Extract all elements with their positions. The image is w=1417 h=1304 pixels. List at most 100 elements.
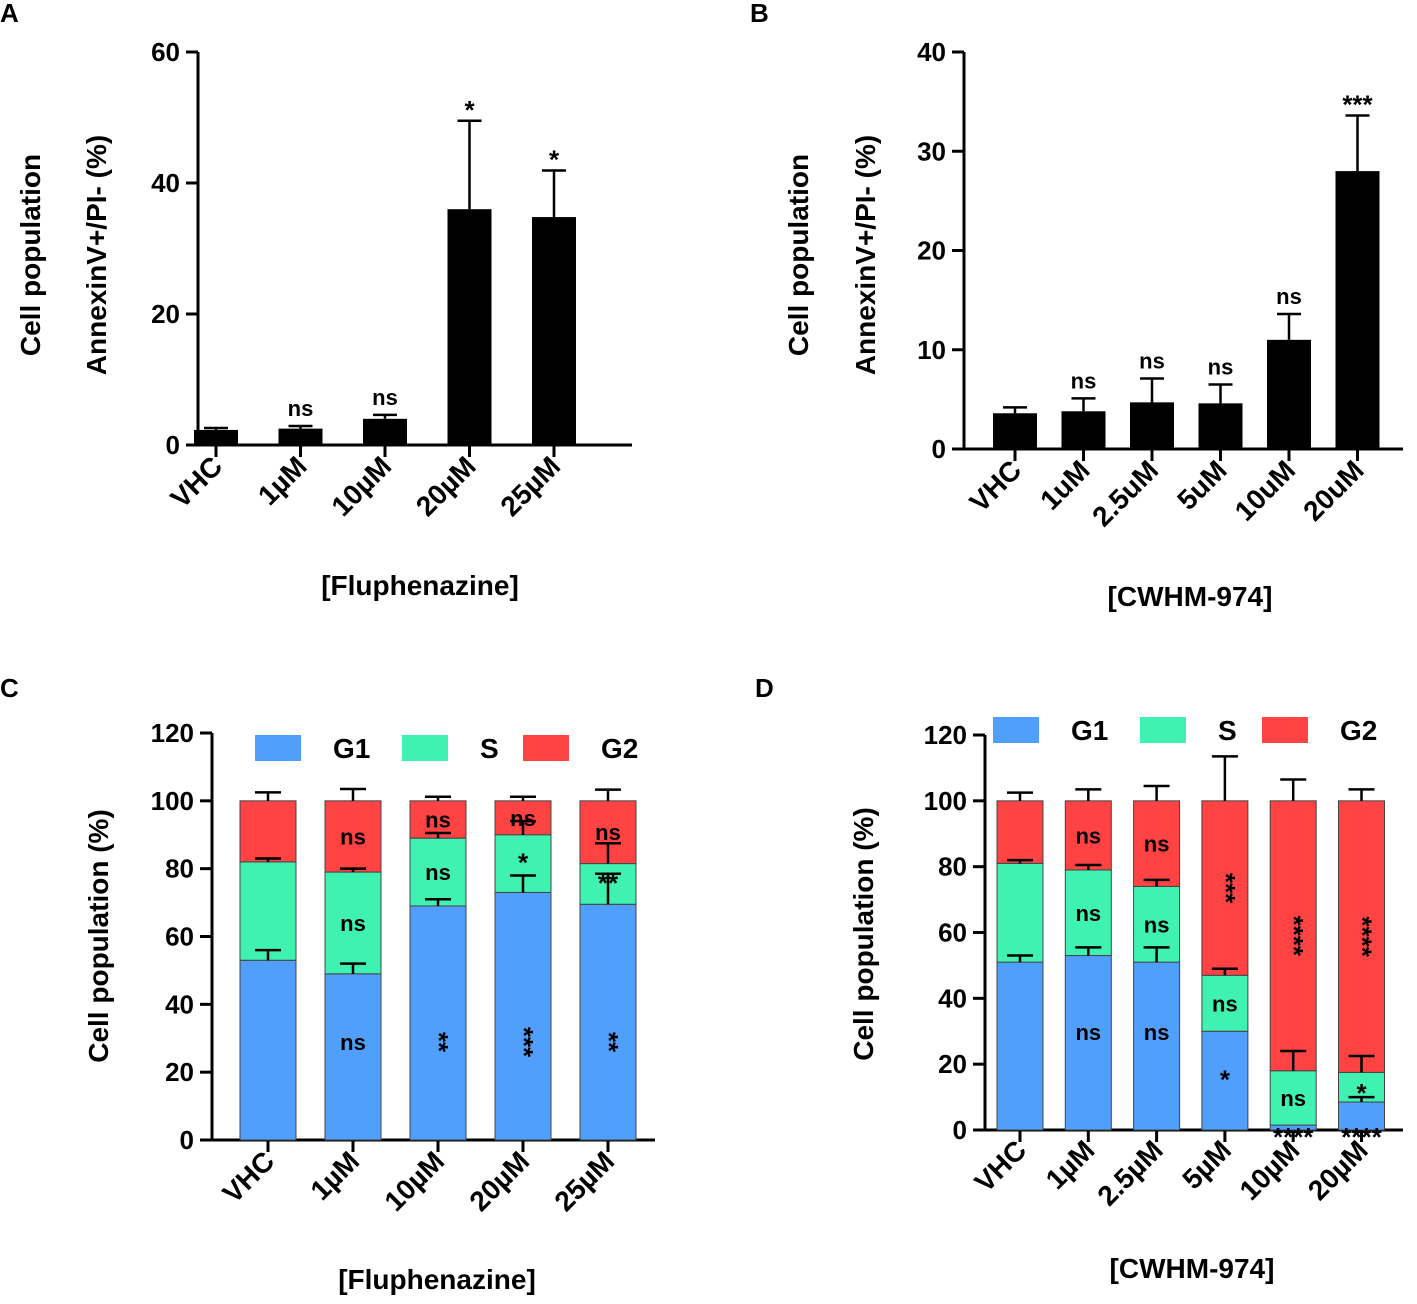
significance-label: ns: [1139, 349, 1165, 374]
significance-label: ***: [1342, 90, 1373, 120]
x-tick-label: 1µM: [304, 1145, 365, 1206]
stacked-segment: [324, 871, 382, 975]
panel-c: C 0 20 40 60 80 100 120 Cell population (%) [Flu…: [0, 673, 655, 1295]
stacked-segment: [996, 800, 1044, 864]
bar: [532, 217, 576, 445]
stacked-segment: [996, 961, 1044, 1131]
panel-label-a: A: [0, 0, 19, 28]
x-tick-label: 2.5µM: [1091, 1134, 1168, 1211]
significance-label: ns: [340, 911, 366, 936]
x-tick-label: 20µM: [463, 1145, 535, 1217]
significance-label: **: [424, 1032, 454, 1053]
legend-label: S: [480, 733, 499, 764]
y-tick-label: 20: [165, 1057, 194, 1087]
legend-swatch: [402, 735, 448, 761]
y-axis-title: Cell population: [15, 154, 46, 356]
y-axis-title: AnnexinV+/PI- (%): [81, 135, 112, 375]
stacked-segment: [1269, 1070, 1317, 1126]
significance-label: *: [549, 145, 560, 175]
y-tick-label: 40: [151, 168, 180, 198]
panel-b: B 0 10 20 30 40 Cell population AnnexinV+/PI- …: [750, 0, 1403, 612]
significance-label: ns: [340, 824, 366, 849]
y-tick-label: 20: [938, 1049, 967, 1079]
y-axis-title: Cell population: [783, 154, 814, 356]
significance-label: ns: [1280, 1086, 1306, 1111]
bar: [1198, 403, 1243, 449]
significance-label: ns: [510, 806, 536, 831]
y-tick-label: 120: [151, 718, 194, 748]
significance-label: ***: [509, 1027, 539, 1058]
y-tick-label: 80: [165, 854, 194, 884]
significance-label: ns: [1144, 912, 1170, 937]
bar: [1061, 411, 1106, 449]
stacked-segment: [1133, 885, 1181, 963]
y-tick-label: 60: [938, 918, 967, 948]
x-tick-label: 2.5uM: [1086, 454, 1164, 532]
legend-label: S: [1218, 715, 1237, 746]
y-tick-label: 100: [924, 786, 967, 816]
significance-label: *: [518, 848, 529, 878]
y-tick-label: 10: [917, 335, 946, 365]
stacked-segment: [239, 959, 297, 1141]
significance-label: *: [1356, 1078, 1367, 1108]
x-axis-title: [CWHM-974]: [1108, 581, 1273, 612]
significance-label: **: [594, 1032, 624, 1053]
stacked-segment: [409, 837, 467, 907]
y-tick-label: 0: [180, 1125, 194, 1155]
stacked-segment: [1064, 955, 1112, 1131]
bar: [1335, 171, 1380, 449]
stacked-segment: [1338, 800, 1385, 1073]
x-tick-label: 20µM: [410, 450, 482, 522]
legend-swatch: [1140, 717, 1186, 743]
y-tick-label: 80: [938, 852, 967, 882]
x-tick-label: 10µM: [325, 450, 397, 522]
y-tick-label: 60: [165, 922, 194, 952]
stacked-segment: [239, 800, 297, 863]
y-tick-label: 40: [165, 989, 194, 1019]
significance-label: ****: [1341, 1122, 1382, 1152]
significance-label: ns: [595, 820, 621, 845]
stacked-segment: [239, 861, 297, 961]
significance-label: ns: [1212, 991, 1238, 1016]
significance-label: ns: [372, 385, 398, 410]
x-tick-label: 5uM: [1171, 454, 1233, 516]
y-axis-title: AnnexinV+/PI- (%): [850, 135, 881, 375]
x-tick-label: 25µM: [494, 450, 566, 522]
panel-label-c: C: [0, 673, 19, 703]
y-tick-label: 100: [151, 786, 194, 816]
legend-swatch: [993, 717, 1039, 743]
stacked-segment: [324, 973, 382, 1141]
significance-label: ***: [1211, 873, 1241, 904]
significance-label: ns: [425, 807, 451, 832]
significance-label: ns: [1144, 1020, 1170, 1045]
y-tick-label: 0: [932, 434, 946, 464]
stacked-segment: [409, 905, 467, 1141]
stacked-segment: [1064, 869, 1112, 957]
x-tick-label: 1uM: [1034, 454, 1096, 516]
bar: [447, 209, 492, 445]
significance-label: ns: [1075, 823, 1101, 848]
x-tick-label: 1µM: [1040, 1134, 1101, 1195]
legend-label: G2: [601, 733, 638, 764]
x-tick-label: VHC: [217, 1145, 281, 1209]
significance-label: ns: [340, 1030, 366, 1055]
stacked-segment: [1269, 800, 1317, 1072]
significance-label: ns: [1075, 1020, 1101, 1045]
y-axis-title: Cell population (%): [848, 807, 879, 1061]
significance-label: ns: [1075, 901, 1101, 926]
x-tick-label: 5µM: [1176, 1134, 1237, 1195]
panel-label-d: D: [755, 673, 774, 703]
y-axis-title: Cell population (%): [83, 809, 114, 1063]
stacked-segment: [494, 891, 552, 1141]
significance-label: ns: [288, 396, 314, 421]
legend-label: G1: [1071, 715, 1108, 746]
y-tick-label: 0: [166, 430, 180, 460]
stacked-segment: [1133, 800, 1181, 887]
panel-label-b: B: [750, 0, 769, 28]
bar: [194, 429, 238, 445]
significance-label: ns: [1071, 368, 1097, 393]
bar: [1267, 339, 1311, 449]
y-tick-label: 30: [917, 136, 946, 166]
stacked-segment: [1201, 974, 1249, 1032]
